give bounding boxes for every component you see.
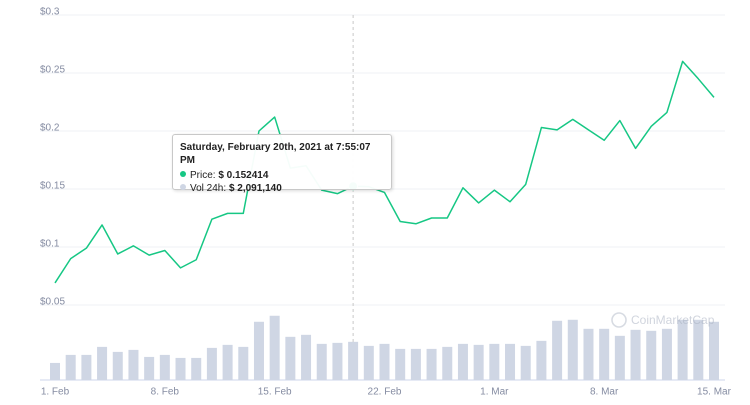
x-tick-label: 1. Mar xyxy=(480,387,509,398)
volume-bar xyxy=(661,328,672,380)
x-tick-label: 22. Feb xyxy=(368,387,402,398)
volume-bar xyxy=(112,351,123,380)
y-tick-label: $0.15 xyxy=(40,181,65,192)
volume-bar xyxy=(238,346,249,380)
y-tick-label: $0.1 xyxy=(40,239,60,250)
volume-bar xyxy=(81,354,92,380)
volume-bar xyxy=(253,321,264,380)
volume-bar xyxy=(332,342,343,380)
volume-bar xyxy=(473,344,484,380)
x-tick-label: 15. Feb xyxy=(258,387,292,398)
volume-bar xyxy=(348,341,359,380)
y-tick-label: $0.2 xyxy=(40,123,60,134)
volume-bar xyxy=(206,347,217,380)
volume-bar xyxy=(677,319,688,380)
volume-bar xyxy=(191,357,202,380)
tooltip-title: Saturday, February 20th, 2021 at 7:55:07… xyxy=(180,142,371,166)
tooltip-row: Price: $ 0.152414 xyxy=(180,169,384,182)
watermark-text: CoinMarketCap xyxy=(631,313,715,327)
price-line xyxy=(54,60,715,284)
volume-bar xyxy=(630,329,641,380)
y-tick-label: $0.05 xyxy=(40,297,65,308)
volume-bar xyxy=(489,343,500,380)
volume-bar xyxy=(269,315,280,380)
volume-bar xyxy=(50,362,60,380)
volume-bar xyxy=(316,343,327,380)
y-tick-label: $0.25 xyxy=(40,65,65,76)
tooltip: Saturday, February 20th, 2021 at 7:55:07… xyxy=(172,134,392,194)
volume-bar xyxy=(175,357,186,380)
volume-bar xyxy=(395,348,406,380)
volume-bar xyxy=(599,328,610,380)
volume-bar xyxy=(505,343,516,380)
tooltip-value: $ 0.152414 xyxy=(218,170,269,181)
volume-bar xyxy=(457,343,468,380)
x-tick-label: 8. Mar xyxy=(590,387,619,398)
x-tick-label: 8. Feb xyxy=(151,387,180,398)
tooltip-value: $ 2,091,140 xyxy=(228,183,282,194)
tooltip-label: Vol 24h: xyxy=(190,183,227,194)
y-tick-label: $0.3 xyxy=(40,7,60,18)
volume-bar xyxy=(65,354,76,380)
volume-bar xyxy=(159,354,170,380)
x-tick-label: 1. Feb xyxy=(41,387,70,398)
volume-bar xyxy=(520,345,531,380)
volume-bar xyxy=(583,328,594,380)
tooltip-row: Vol 24h: $ 2,091,140 xyxy=(180,182,384,195)
volume-bar xyxy=(363,345,374,380)
watermark: CoinMarketCap xyxy=(611,312,715,328)
volume-bar xyxy=(567,319,578,380)
volume-bar xyxy=(222,344,233,380)
volume-bar xyxy=(426,348,437,380)
x-tick-label: 15. Mar xyxy=(697,387,732,398)
volume-bar xyxy=(301,334,312,380)
volume-bar xyxy=(285,336,296,380)
volume-bar xyxy=(552,320,563,380)
volume-bar xyxy=(128,349,139,380)
volume-bar xyxy=(709,321,719,380)
volume-bar xyxy=(410,348,421,380)
volume-bar xyxy=(144,356,155,380)
volume-bar xyxy=(693,319,704,380)
tooltip-label: Price: xyxy=(190,170,216,181)
volume-bar xyxy=(442,346,453,380)
volume-bar xyxy=(646,330,657,380)
volume-bar xyxy=(97,346,108,380)
watermark-logo xyxy=(611,312,627,328)
volume-bar xyxy=(379,343,390,380)
volume-bar xyxy=(614,335,625,380)
volume-bar xyxy=(536,340,547,380)
